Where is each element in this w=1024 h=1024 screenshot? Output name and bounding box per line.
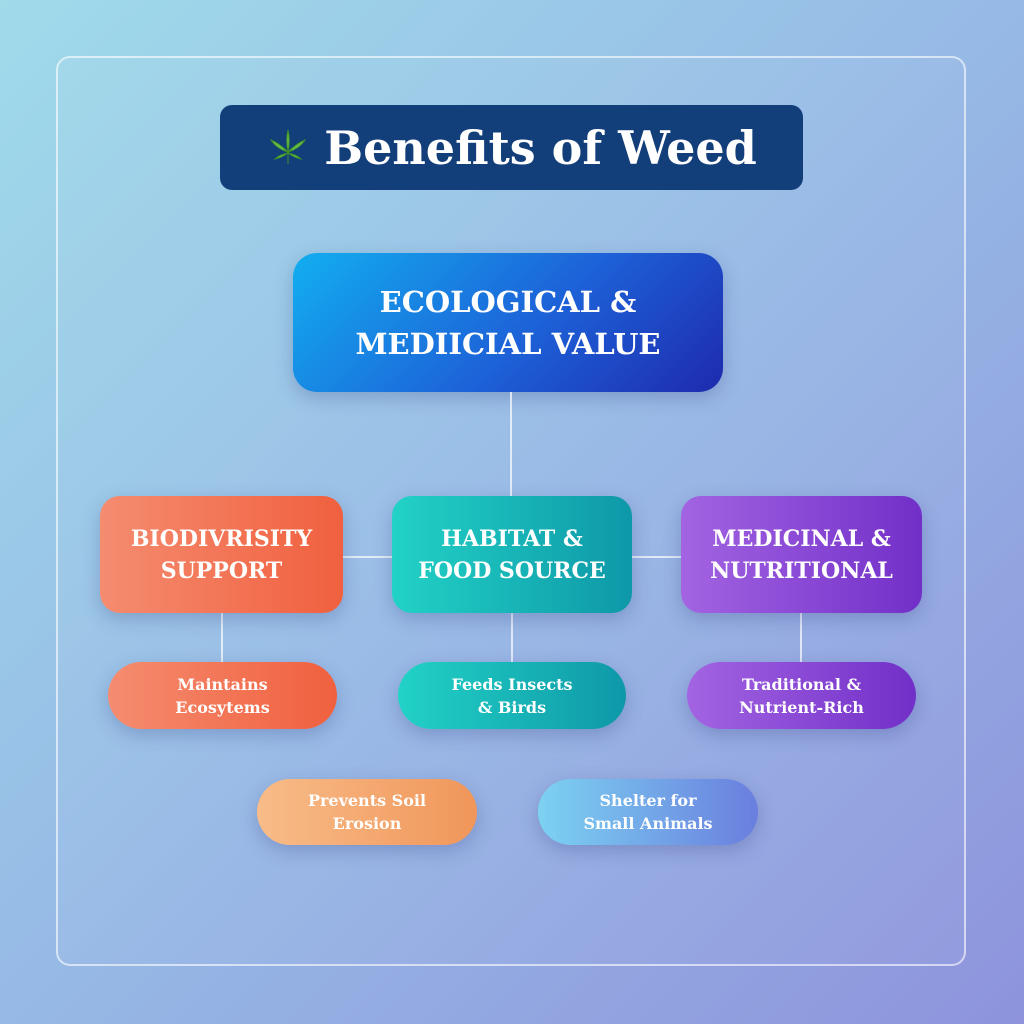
title-text: Benefits of Weed	[324, 120, 757, 175]
connector-leaf-3	[800, 613, 802, 662]
connector-right	[632, 556, 681, 558]
connector-root	[510, 392, 512, 496]
leaf-soil-erosion: Prevents Soil Erosion	[257, 779, 477, 845]
leaf-nutrient-rich: Traditional & Nutrient-Rich	[687, 662, 916, 729]
connector-leaf-1	[221, 613, 223, 662]
leaf-shelter: Shelter for Small Animals	[538, 779, 758, 845]
leaf-ecosystems: Maintains Ecosytems	[108, 662, 337, 729]
root-node: ECOLOGICAL & MEDIICIAL VALUE	[293, 253, 723, 392]
cannabis-leaf-icon	[269, 129, 307, 164]
node-medicinal: MEDICINAL & NUTRITIONAL	[681, 496, 922, 613]
connector-leaf-2	[511, 613, 513, 662]
node-biodiversity: BIODIVRISITY SUPPORT	[100, 496, 343, 613]
leaf-insects-birds: Feeds Insects & Birds	[398, 662, 626, 729]
connector-left	[343, 556, 392, 558]
title-banner: Benefits of Weed	[220, 105, 803, 190]
node-habitat: HABITAT & FOOD SOURCE	[392, 496, 632, 613]
